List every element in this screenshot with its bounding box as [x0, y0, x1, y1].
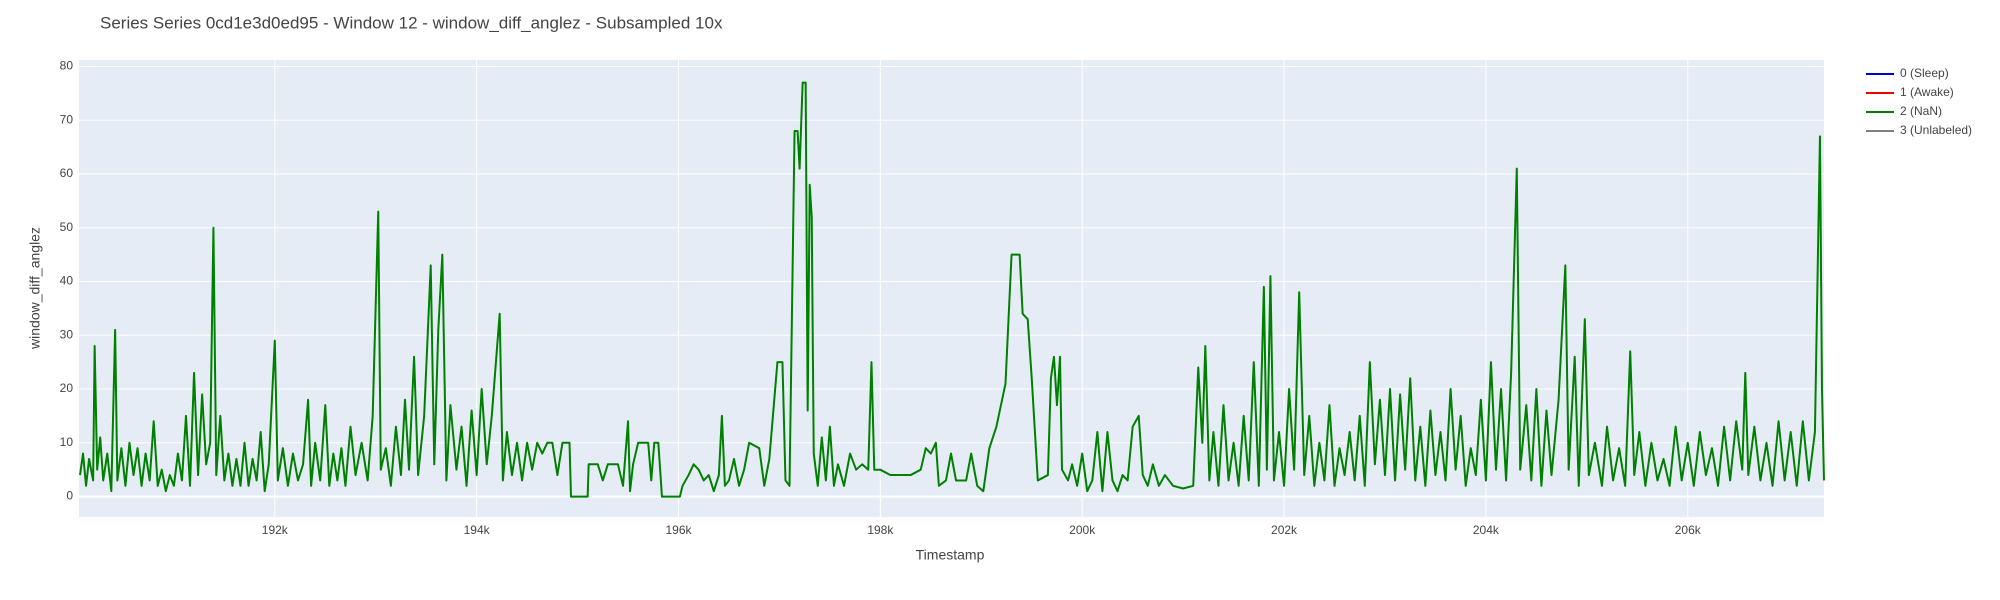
legend-label: 1 (Awake) [1900, 85, 1954, 99]
x-tick-label: 204k [1473, 523, 1500, 537]
x-tick-label: 200k [1069, 523, 1096, 537]
y-tick-label: 80 [60, 59, 74, 73]
y-tick-label: 70 [60, 112, 74, 126]
y-tick-label: 30 [60, 327, 74, 341]
x-tick-label: 202k [1271, 523, 1298, 537]
legend-label: 2 (NaN) [1900, 104, 1942, 118]
legend-label: 0 (Sleep) [1900, 66, 1949, 80]
y-tick-label: 20 [60, 381, 74, 395]
y-tick-label: 60 [60, 166, 74, 180]
x-tick-label: 206k [1675, 523, 1702, 537]
chart-title: Series Series 0cd1e3d0ed95 - Window 12 -… [100, 13, 723, 32]
y-tick-label: 40 [60, 274, 74, 288]
x-tick-label: 194k [464, 523, 491, 537]
y-tick-label: 0 [66, 489, 73, 503]
y-tick-label: 10 [60, 435, 74, 449]
x-tick-label: 192k [262, 523, 289, 537]
x-tick-label: 198k [867, 523, 894, 537]
data-line [79, 81, 1825, 498]
x-axis-title: Timestamp [916, 547, 985, 563]
legend-label: 3 (Unlabeled) [1900, 123, 1972, 137]
y-tick-label: 50 [60, 220, 74, 234]
y-axis-title: window_diff_anglez [27, 227, 43, 350]
x-tick-label: 196k [665, 523, 692, 537]
